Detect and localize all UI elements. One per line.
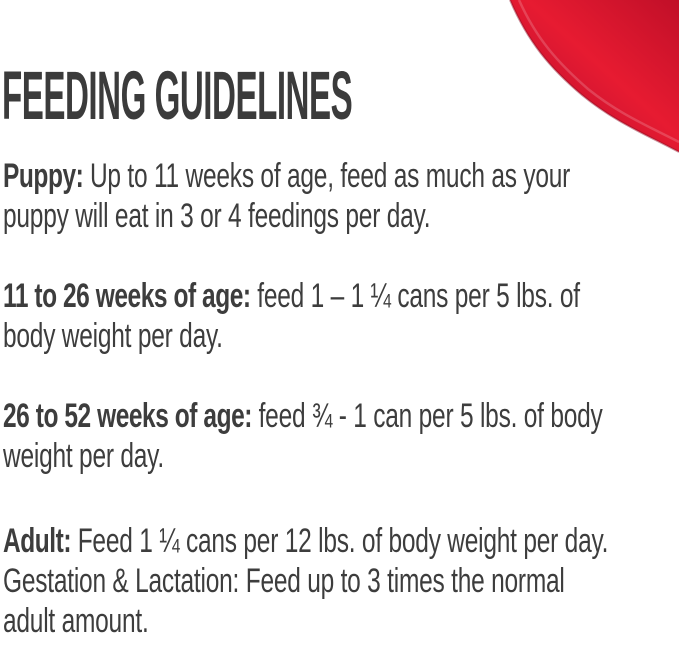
- text-line: adult amount.: [3, 602, 149, 640]
- page-title: FEEDING GUIDELINES: [2, 57, 353, 134]
- swoosh-shape: [510, 0, 679, 152]
- text-line: Adult: Feed 1 ¼ cans per 12 lbs. of body…: [3, 521, 608, 561]
- paragraph-puppy: Puppy: Up to 11 weeks of age, feed as mu…: [3, 156, 570, 236]
- text-segment: feed ¾ - 1 can per 5 lbs. of body: [252, 397, 603, 435]
- paragraph-26-to-52-weeks: 26 to 52 weeks of age: feed ¾ - 1 can pe…: [3, 396, 603, 476]
- paragraph-11-to-26-weeks: 11 to 26 weeks of age: feed 1 – 1 ¼ cans…: [3, 276, 580, 356]
- paragraph-lead-in: 11 to 26 weeks of age:: [3, 277, 251, 315]
- text-segment: Up to 11 weeks of age, feed as much as y…: [83, 157, 571, 195]
- paragraph-lead-in: Adult:: [3, 522, 72, 560]
- text-line: 11 to 26 weeks of age: feed 1 – 1 ¼ cans…: [3, 276, 580, 316]
- text-line: Puppy: Up to 11 weeks of age, feed as mu…: [3, 156, 570, 196]
- text-line: puppy will eat in 3 or 4 feedings per da…: [3, 197, 431, 235]
- swoosh-sheen-highlight: [517, 0, 679, 144]
- text-line: body weight per day.: [3, 317, 223, 355]
- swoosh-rim-shade: [509, 0, 679, 153]
- paragraph-adult: Adult: Feed 1 ¼ cans per 12 lbs. of body…: [3, 521, 608, 641]
- text-line: 26 to 52 weeks of age: feed ¾ - 1 can pe…: [3, 396, 603, 436]
- text-segment: Feed 1 ¼ cans per 12 lbs. of body weight…: [71, 522, 609, 560]
- paragraph-lead-in: 26 to 52 weeks of age:: [3, 397, 253, 435]
- text-line: Gestation & Lactation: Feed up to 3 time…: [3, 562, 565, 600]
- paragraph-lead-in: Puppy:: [3, 157, 84, 195]
- text-segment: feed 1 – 1 ¼ cans per 5 lbs. of: [250, 277, 580, 315]
- text-line: weight per day.: [3, 437, 164, 475]
